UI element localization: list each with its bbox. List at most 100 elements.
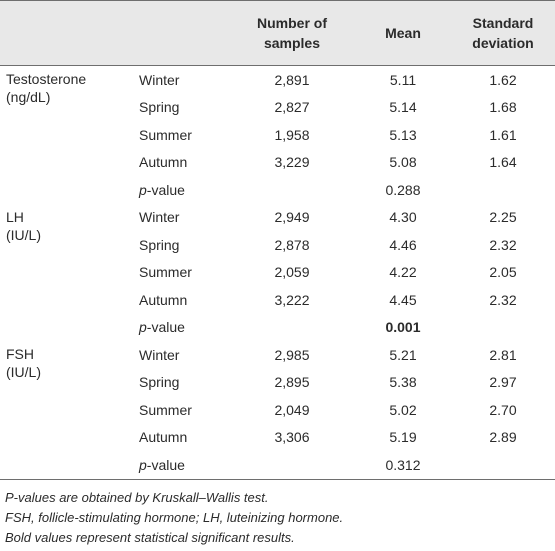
samples-cell: 3,229 <box>274 154 310 171</box>
pvalue-label-p: p <box>139 181 147 198</box>
footnote-abbreviations: FSH, follicle-stimulating hormone; LH, l… <box>5 509 344 525</box>
variable-name: FSH (IU/L) <box>0 341 139 480</box>
pvalue-cell: 0.312 <box>355 451 451 480</box>
sd-cell: 2.25 <box>489 209 517 226</box>
sd-cell: 2.32 <box>489 236 517 253</box>
header-row: Number of samples Mean Standard deviatio… <box>0 0 555 66</box>
pvalue-row: p-value 0.001 <box>0 314 555 342</box>
season-cell: Summer <box>139 126 192 143</box>
header-season <box>139 0 229 66</box>
samples-cell: 2,895 <box>274 374 310 391</box>
season-cell: Autumn <box>139 291 188 308</box>
sd-cell: 2.70 <box>489 401 517 418</box>
empty-cell <box>451 176 555 204</box>
pvalue-label: p-value <box>139 451 229 480</box>
data-table: Number of samples Mean Standard deviatio… <box>0 0 555 480</box>
table-row: Testosterone (ng/dL) Winter 2,891 5.11 1.62 <box>0 66 555 105</box>
sd-cell: 2.05 <box>489 264 517 281</box>
empty-cell <box>451 451 555 480</box>
mean-cell: 5.08 <box>389 154 417 171</box>
table-row: Autumn 3,306 5.19 2.89 <box>0 424 555 452</box>
mean-cell: 5.38 <box>389 374 417 391</box>
mean-cell: 5.21 <box>389 346 417 363</box>
mean-cell: 5.02 <box>389 401 417 418</box>
mean-cell: 4.45 <box>389 291 417 308</box>
samples-cell: 1,958 <box>274 126 310 143</box>
season-cell: Summer <box>139 264 192 281</box>
table-row: LH (IU/L) Winter 2,949 4.30 2.25 <box>0 204 555 243</box>
variable-unit: (IU/L) <box>6 226 41 243</box>
table-body: Testosterone (ng/dL) Winter 2,891 5.11 1.62 Sp… <box>0 66 555 480</box>
mean-cell: 4.22 <box>389 264 417 281</box>
samples-cell: 3,306 <box>274 429 310 446</box>
header-samples: Number of samples <box>229 0 355 66</box>
variable-name-line1: FSH <box>6 346 34 362</box>
sd-cell: 1.61 <box>489 126 517 143</box>
empty-cell <box>229 451 355 480</box>
sd-cell: 1.68 <box>489 99 517 116</box>
sd-cell: 2.81 <box>489 346 517 363</box>
samples-cell: 3,222 <box>274 291 310 308</box>
mean-cell: 4.30 <box>389 209 417 226</box>
table-row: Spring 2,895 5.38 2.97 <box>0 369 555 397</box>
table-row: Summer 2,049 5.02 2.70 <box>0 396 555 424</box>
variable-name: LH (IU/L) <box>0 204 139 342</box>
table-row: Autumn 3,222 4.45 2.32 <box>0 286 555 314</box>
pvalue-row: p-value 0.312 <box>0 451 555 480</box>
pvalue-row: p-value 0.288 <box>0 176 555 204</box>
samples-cell: 2,878 <box>274 236 310 253</box>
season-cell: Spring <box>139 99 180 116</box>
mean-cell: 5.14 <box>389 99 417 116</box>
table-row: Spring 2,827 5.14 1.68 <box>0 94 555 122</box>
samples-cell: 2,891 <box>274 71 310 88</box>
samples-cell: 2,827 <box>274 99 310 116</box>
season-cell: Summer <box>139 401 192 418</box>
sd-cell: 2.97 <box>489 374 517 391</box>
pvalue-label-p: p <box>139 456 147 473</box>
pvalue-cell: 0.001 <box>385 319 421 336</box>
table-row: Autumn 3,229 5.08 1.64 <box>0 149 555 177</box>
header-samples-line1: Number of <box>257 15 327 31</box>
variable-name-line1: Testosterone <box>6 71 87 87</box>
header-samples-line2: samples <box>263 35 321 51</box>
variable-unit: (ng/dL) <box>6 89 51 105</box>
season-cell: Spring <box>139 236 180 253</box>
sd-cell: 2.89 <box>489 429 517 446</box>
season-cell: Winter <box>139 209 180 226</box>
mean-cell: 5.13 <box>389 126 417 143</box>
table-footnotes: P-values are obtained by Kruskall–Wallis… <box>0 480 555 548</box>
variable-unit: (IU/L) <box>6 364 41 380</box>
season-cell: Spring <box>139 374 180 391</box>
sd-cell: 2.32 <box>489 291 517 308</box>
variable-name: Testosterone (ng/dL) <box>0 66 139 204</box>
header-variable <box>0 0 139 66</box>
pvalue-label-rest: -value <box>146 319 185 336</box>
footnote-bold: Bold values represent statistical signif… <box>5 529 295 545</box>
pvalue-label: p-value <box>139 314 229 342</box>
pvalue-label: p-value <box>139 176 229 204</box>
variable-name-line1: LH <box>6 208 24 225</box>
header-sd-line1: Standard <box>472 15 534 31</box>
empty-cell <box>451 314 555 342</box>
pvalue-label-p: p <box>139 319 147 336</box>
header-mean: Mean <box>355 0 451 66</box>
empty-cell <box>229 314 355 342</box>
table-row: FSH (IU/L) Winter 2,985 5.21 2.81 <box>0 341 555 480</box>
samples-cell: 2,949 <box>274 209 310 226</box>
samples-cell: 2,059 <box>274 264 310 281</box>
pvalue-label-rest: -value <box>146 181 185 198</box>
mean-cell: 5.11 <box>389 71 417 88</box>
samples-cell: 2,049 <box>274 401 310 418</box>
table-row: Summer 1,958 5.13 1.61 <box>0 121 555 149</box>
mean-cell: 4.46 <box>389 236 417 253</box>
season-cell: Autumn <box>139 154 188 171</box>
sd-cell: 1.64 <box>489 154 517 171</box>
header-sd: Standard deviation <box>451 0 555 66</box>
samples-cell: 2,985 <box>274 346 310 363</box>
footnote-pvalues: P-values are obtained by Kruskall–Wallis… <box>5 489 269 505</box>
header-sd-line2: deviation <box>472 35 534 51</box>
sd-cell: 1.62 <box>489 71 517 88</box>
pvalue-label-rest: -value <box>146 456 185 473</box>
empty-cell <box>229 176 355 204</box>
